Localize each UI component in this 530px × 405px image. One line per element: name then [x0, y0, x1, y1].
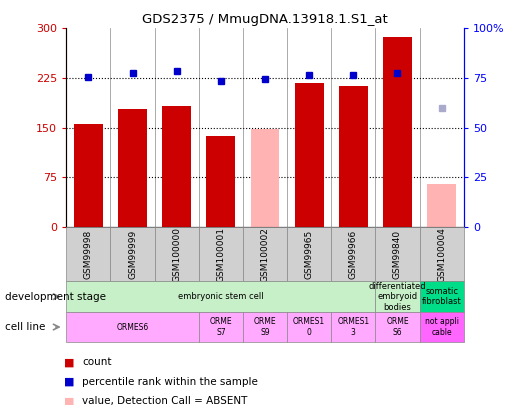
Text: ■: ■ [64, 377, 74, 387]
Bar [199, 227, 243, 281]
Text: count: count [82, 358, 112, 367]
Text: ■: ■ [64, 396, 74, 405]
Text: GSM99840: GSM99840 [393, 230, 402, 279]
Text: ORMES6: ORMES6 [117, 322, 148, 332]
Bar [118, 109, 147, 227]
Bar [427, 184, 456, 227]
Text: ORME
S6: ORME S6 [386, 318, 409, 337]
Bar [155, 227, 199, 281]
Bar [383, 37, 412, 227]
Text: GSM100002: GSM100002 [261, 227, 269, 281]
Bar [331, 312, 375, 342]
Bar [162, 106, 191, 227]
Bar [420, 281, 464, 312]
Bar [207, 136, 235, 227]
Text: ORME
S7: ORME S7 [209, 318, 232, 337]
Text: embryonic stem cell: embryonic stem cell [178, 292, 263, 301]
Text: GSM100000: GSM100000 [172, 227, 181, 281]
Bar [243, 227, 287, 281]
Text: development stage: development stage [5, 292, 107, 302]
Bar [287, 227, 331, 281]
Bar [66, 281, 375, 312]
Bar [375, 312, 420, 342]
Text: GSM100004: GSM100004 [437, 227, 446, 281]
Text: GSM99965: GSM99965 [305, 230, 314, 279]
Bar [66, 227, 110, 281]
Text: ORMES1
0: ORMES1 0 [293, 318, 325, 337]
Bar [375, 227, 420, 281]
Title: GDS2375 / MmugDNA.13918.1.S1_at: GDS2375 / MmugDNA.13918.1.S1_at [142, 13, 388, 26]
Text: cell line: cell line [5, 322, 46, 332]
Text: value, Detection Call = ABSENT: value, Detection Call = ABSENT [82, 396, 248, 405]
Bar [339, 86, 368, 227]
Bar [74, 124, 103, 227]
Text: ORME
S9: ORME S9 [254, 318, 276, 337]
Bar [287, 312, 331, 342]
Bar [243, 312, 287, 342]
Text: GSM99999: GSM99999 [128, 230, 137, 279]
Text: GSM100001: GSM100001 [216, 227, 225, 281]
Text: percentile rank within the sample: percentile rank within the sample [82, 377, 258, 387]
Bar [420, 227, 464, 281]
Text: somatic
fibroblast: somatic fibroblast [422, 287, 462, 306]
Text: ORMES1
3: ORMES1 3 [337, 318, 369, 337]
Text: GSM99998: GSM99998 [84, 230, 93, 279]
Text: GSM99966: GSM99966 [349, 230, 358, 279]
Bar [295, 83, 323, 227]
Bar [331, 227, 375, 281]
Bar [251, 129, 279, 227]
Bar [66, 312, 199, 342]
Bar [420, 312, 464, 342]
Bar [199, 312, 243, 342]
Text: ■: ■ [64, 358, 74, 367]
Bar [375, 281, 420, 312]
Bar [110, 227, 155, 281]
Text: differentiated
embryoid
bodies: differentiated embryoid bodies [369, 282, 426, 311]
Text: not appli
cable: not appli cable [425, 318, 458, 337]
